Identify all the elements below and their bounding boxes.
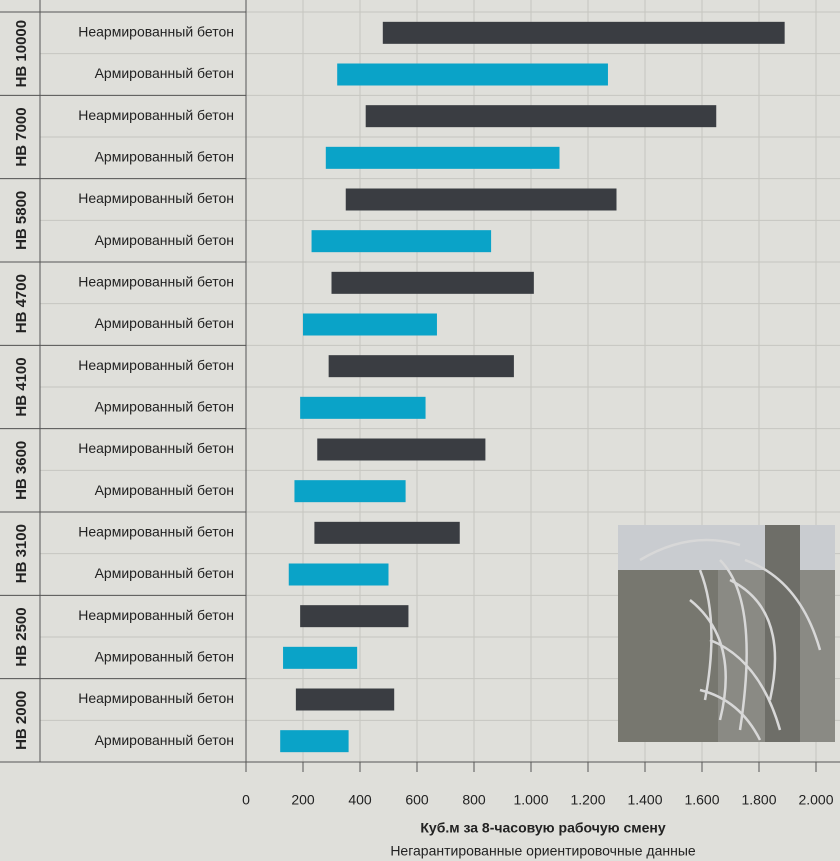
bar	[303, 313, 437, 336]
x-tick-label: 1.000	[513, 792, 548, 808]
row-label: Армированный бетон	[95, 565, 234, 581]
row-label: Неармированный бетон	[78, 524, 234, 540]
bar	[300, 396, 426, 419]
photo	[618, 525, 835, 742]
bar	[311, 230, 492, 253]
note: Негарантированные ориентировочные данные	[390, 843, 696, 859]
x-tick-label: 1.200	[570, 792, 605, 808]
group-label: HB 4700	[13, 274, 30, 333]
x-tick-label: 1.400	[627, 792, 662, 808]
group-label: HB 3100	[13, 524, 30, 583]
bar	[317, 438, 486, 461]
group-label: HB 2500	[13, 607, 30, 666]
x-tick-label: 800	[462, 792, 486, 808]
row-label: Неармированный бетон	[78, 357, 234, 373]
row-label: Неармированный бетон	[78, 274, 234, 290]
bar	[280, 730, 349, 753]
row-label: Неармированный бетон	[78, 24, 234, 40]
bar	[365, 105, 717, 128]
row-label: Неармированный бетон	[78, 440, 234, 456]
x-tick-label: 1.800	[741, 792, 776, 808]
bar	[295, 688, 395, 711]
row-label: Армированный бетон	[95, 65, 234, 81]
bar	[314, 521, 460, 544]
bar	[288, 563, 389, 586]
group-label: HB 10000	[13, 20, 30, 88]
row-label: Армированный бетон	[95, 649, 234, 665]
row-label: Неармированный бетон	[78, 607, 234, 623]
group-label: HB 3600	[13, 441, 30, 500]
x-tick-label: 0	[242, 792, 250, 808]
bar	[337, 63, 608, 86]
row-label: Армированный бетон	[95, 732, 234, 748]
bar	[328, 355, 514, 378]
row-label: Неармированный бетон	[78, 107, 234, 123]
bar	[283, 646, 358, 669]
bar	[325, 146, 560, 169]
x-tick-label: 2.000	[798, 792, 833, 808]
bar	[345, 188, 617, 211]
row-label: Неармированный бетон	[78, 190, 234, 206]
bar	[294, 480, 406, 503]
group-label: HB 7000	[13, 107, 30, 166]
x-tick-label: 400	[348, 792, 372, 808]
row-label: Армированный бетон	[95, 399, 234, 415]
row-label: Армированный бетон	[95, 232, 234, 248]
row-label: Армированный бетон	[95, 315, 234, 331]
row-label: Армированный бетон	[95, 482, 234, 498]
x-tick-label: 200	[291, 792, 315, 808]
row-label: Армированный бетон	[95, 149, 234, 165]
bar	[331, 271, 534, 294]
row-label: Неармированный бетон	[78, 690, 234, 706]
group-label: HB 4100	[13, 357, 30, 416]
x-tick-label: 1.600	[684, 792, 719, 808]
group-label: HB 2000	[13, 691, 30, 750]
bar	[300, 605, 409, 628]
x-tick-label: 600	[405, 792, 429, 808]
bar	[382, 21, 785, 44]
group-label: HB 5800	[13, 191, 30, 250]
x-axis-title: Куб.м за 8-часовую рабочую смену	[420, 820, 665, 836]
